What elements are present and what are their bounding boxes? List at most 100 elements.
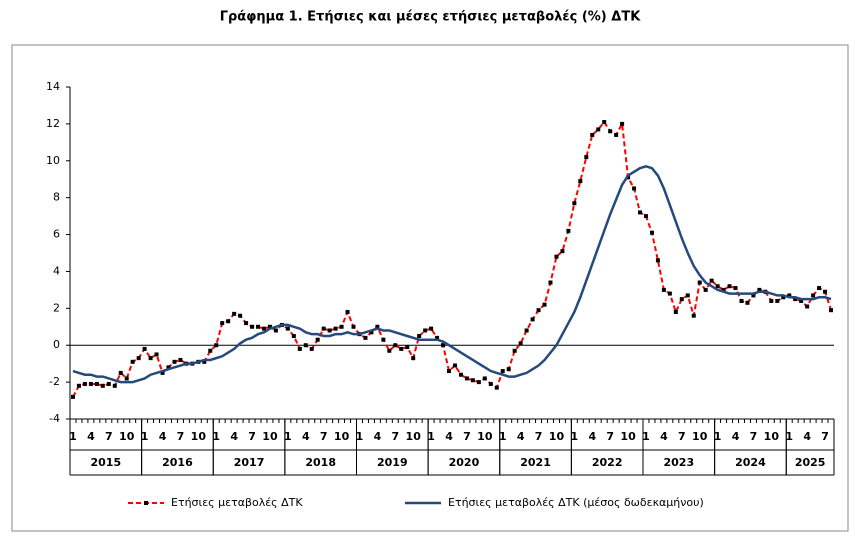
x-tick-label: 7 [821, 430, 829, 443]
year-label: 2024 [735, 456, 766, 469]
series-line [72, 120, 832, 398]
x-tick-label: 7 [678, 430, 686, 443]
data-point [339, 324, 344, 329]
y-tick-label: 4 [53, 264, 60, 277]
data-point [727, 284, 732, 289]
year-label: 2022 [592, 456, 623, 469]
x-tick-label: 4 [374, 430, 382, 443]
data-point [309, 346, 314, 351]
data-point [297, 346, 302, 351]
data-point [685, 293, 690, 298]
year-label: 2021 [520, 456, 551, 469]
data-point [632, 186, 637, 191]
x-tick-label: 1 [714, 430, 722, 443]
data-point [70, 394, 75, 399]
data-point [160, 370, 165, 375]
data-point [811, 293, 816, 298]
y-tick-label: 12 [46, 117, 60, 130]
data-point [417, 334, 422, 338]
data-point [608, 129, 613, 134]
data-point [232, 311, 237, 316]
data-point [261, 326, 266, 331]
chart-title: Γράφημα 1. Ετήσιες και μέσες ετήσιες μετ… [220, 10, 641, 25]
data-point [178, 357, 183, 362]
data-point [590, 132, 595, 137]
x-tick-label: 7 [463, 430, 471, 443]
x-tick-label: 4 [445, 430, 453, 443]
data-point [429, 326, 434, 331]
data-point [494, 385, 499, 390]
data-point [829, 308, 834, 313]
data-point [715, 284, 720, 289]
data-point [500, 369, 505, 374]
data-point [142, 346, 147, 351]
data-point [118, 370, 123, 375]
data-point [757, 287, 762, 292]
legend-label: Ετήσιες μεταβολές ΔΤΚ (μέσος δωδεκαμήνου… [448, 496, 704, 509]
data-point [536, 308, 541, 313]
data-point [363, 335, 368, 340]
x-tick-label: 4 [87, 430, 95, 443]
y-tick-label: 8 [53, 191, 60, 204]
data-point [226, 319, 231, 324]
data-point [387, 348, 392, 353]
data-point [620, 121, 625, 126]
data-point [267, 324, 272, 329]
x-tick-label: 4 [230, 430, 238, 443]
data-point [805, 304, 810, 309]
data-point [542, 302, 547, 307]
x-tick-label: 4 [517, 430, 525, 443]
data-point [94, 381, 99, 386]
data-point [649, 230, 654, 235]
data-point [793, 297, 798, 302]
data-point [673, 310, 678, 315]
data-point [751, 293, 756, 298]
data-point [351, 324, 356, 329]
data-point [273, 328, 278, 333]
year-label: 2016 [162, 456, 193, 469]
y-tick-label: -2 [49, 375, 60, 388]
data-point [787, 293, 792, 298]
data-point [602, 120, 607, 125]
data-point [154, 352, 159, 357]
year-label: 2018 [305, 456, 336, 469]
x-tick-label: 4 [159, 430, 167, 443]
data-point [214, 343, 219, 348]
data-point [554, 254, 559, 259]
data-point [327, 328, 332, 333]
data-point [596, 127, 601, 132]
data-point [530, 317, 535, 322]
data-point [614, 132, 619, 137]
data-point [208, 348, 213, 353]
data-point [112, 383, 117, 388]
x-tick-label: 4 [302, 430, 310, 443]
data-point [238, 313, 243, 318]
data-point [506, 367, 511, 372]
data-point [584, 155, 589, 160]
data-point [411, 356, 416, 361]
data-point [566, 228, 571, 233]
data-point [250, 324, 255, 329]
data-point [578, 179, 583, 184]
data-point [291, 334, 296, 338]
x-tick-label: 7 [606, 430, 614, 443]
data-point [476, 380, 481, 385]
data-point [643, 214, 648, 219]
data-point [739, 298, 744, 303]
x-tick-label: 10 [692, 430, 708, 443]
data-point [88, 381, 93, 386]
y-tick-label: 10 [46, 154, 60, 167]
data-point [369, 330, 374, 335]
data-point [82, 381, 87, 386]
x-tick-label: 10 [191, 430, 207, 443]
data-point [423, 328, 428, 333]
data-point [220, 321, 225, 326]
x-tick-label: 4 [660, 430, 668, 443]
data-point [458, 372, 463, 377]
data-point [393, 343, 398, 348]
data-point [464, 376, 469, 381]
year-label: 2020 [449, 456, 480, 469]
data-point [441, 343, 446, 348]
chart-frame [11, 44, 849, 532]
x-tick-label: 1 [499, 430, 507, 443]
